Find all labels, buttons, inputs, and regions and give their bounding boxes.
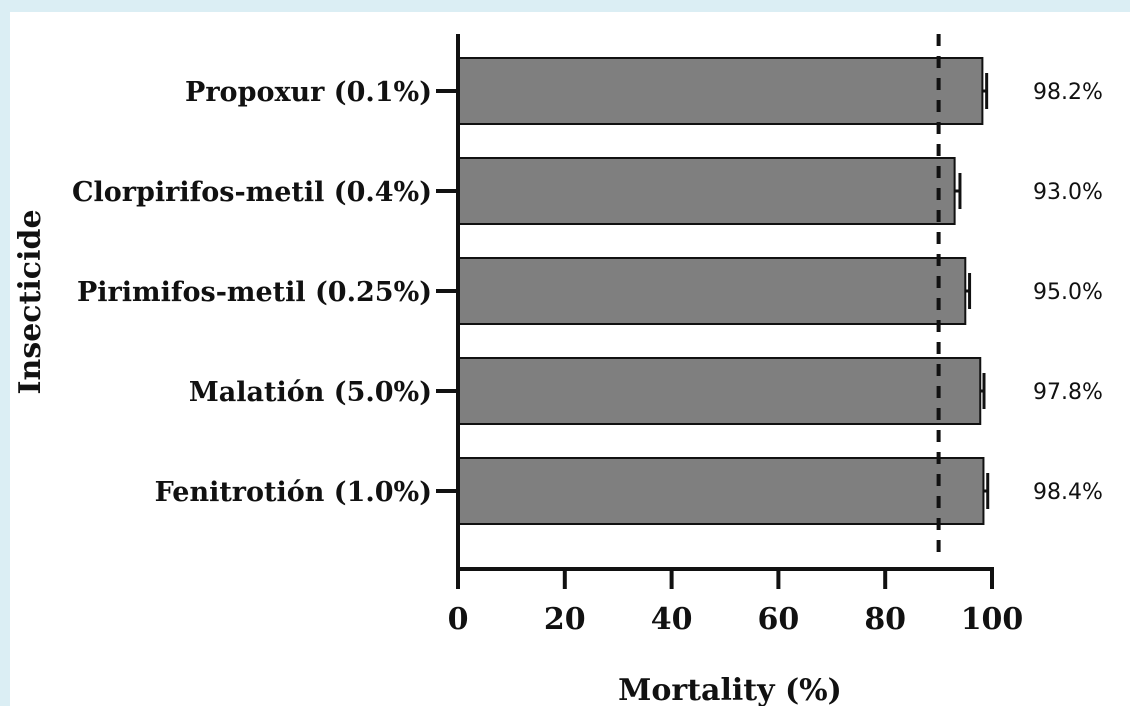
category-label-4: Fenitrotión (1.0%) [155, 477, 432, 508]
category-label-2: Pirimifos-metil (0.25%) [77, 277, 432, 308]
bar-2 [457, 257, 967, 325]
x-tick-label-3: 60 [758, 602, 800, 637]
value-label-0: 98.2% [1033, 80, 1103, 105]
x-tick-label-2: 40 [651, 602, 693, 637]
y-axis-title: Insecticide [13, 209, 48, 394]
value-label-2: 95.0% [1033, 280, 1103, 305]
bar-3 [457, 357, 982, 425]
bar-0 [457, 57, 984, 125]
x-axis-title: Mortality (%) [618, 673, 842, 706]
category-label-0: Propoxur (0.1%) [185, 77, 432, 108]
bar-1 [457, 157, 956, 225]
x-tick-label-0: 0 [448, 602, 469, 637]
labels-group: Propoxur (0.1%) 98.2% Clorpirifos-metil (0… [72, 77, 1103, 637]
value-label-1: 93.0% [1033, 180, 1103, 205]
x-tick-label-4: 80 [864, 602, 906, 637]
bar-chart: Propoxur (0.1%) 98.2% Clorpirifos-metil (0… [13, 34, 1103, 706]
x-tick-label-1: 20 [544, 602, 586, 637]
category-label-1: Clorpirifos-metil (0.4%) [72, 177, 432, 208]
error-bars-group [954, 73, 990, 509]
axes-group [436, 34, 994, 589]
bars-group [457, 57, 985, 525]
category-label-3: Malatión (5.0%) [189, 377, 432, 408]
chart-panel: Propoxur (0.1%) 98.2% Clorpirifos-metil (0… [10, 12, 1130, 706]
value-label-3: 97.8% [1033, 380, 1103, 405]
value-label-4: 98.4% [1033, 480, 1103, 505]
bar-4 [457, 457, 985, 525]
x-tick-label-5: 100 [961, 602, 1024, 637]
